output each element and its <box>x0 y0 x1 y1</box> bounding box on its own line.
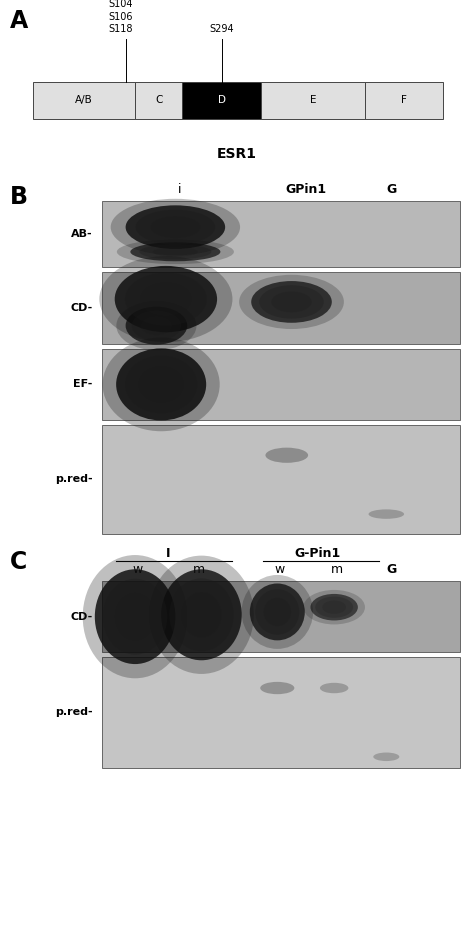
Ellipse shape <box>125 272 207 325</box>
Text: A/B: A/B <box>75 96 93 105</box>
Text: GPin1: GPin1 <box>285 183 326 196</box>
Text: C: C <box>155 96 163 105</box>
Ellipse shape <box>102 337 220 431</box>
Ellipse shape <box>264 598 291 627</box>
Ellipse shape <box>95 569 175 665</box>
Ellipse shape <box>126 206 225 249</box>
Ellipse shape <box>136 210 215 245</box>
Bar <box>182 82 261 118</box>
Text: S104
S106
S118: S104 S106 S118 <box>109 0 133 34</box>
Ellipse shape <box>82 556 187 679</box>
Ellipse shape <box>169 578 234 651</box>
Ellipse shape <box>151 216 200 238</box>
Ellipse shape <box>110 199 240 256</box>
Ellipse shape <box>149 556 254 674</box>
Ellipse shape <box>140 283 191 316</box>
Ellipse shape <box>181 592 221 638</box>
Text: G: G <box>386 183 396 196</box>
Bar <box>135 82 182 118</box>
Ellipse shape <box>260 682 294 694</box>
Ellipse shape <box>242 574 313 649</box>
Ellipse shape <box>271 291 311 312</box>
Ellipse shape <box>161 569 242 661</box>
Ellipse shape <box>139 245 211 260</box>
Bar <box>102 272 460 344</box>
Ellipse shape <box>130 243 220 262</box>
Ellipse shape <box>115 593 155 641</box>
Text: B: B <box>9 185 27 209</box>
Text: AB-: AB- <box>71 229 92 239</box>
Text: m: m <box>193 563 205 576</box>
Ellipse shape <box>126 306 187 344</box>
Text: S294: S294 <box>210 24 234 34</box>
Text: i: i <box>178 183 182 196</box>
Ellipse shape <box>373 753 399 761</box>
Text: EF-: EF- <box>73 379 92 390</box>
Ellipse shape <box>239 275 344 329</box>
Bar <box>261 82 365 118</box>
Bar <box>33 82 135 118</box>
Ellipse shape <box>369 509 404 519</box>
Ellipse shape <box>141 316 172 335</box>
Text: CD-: CD- <box>70 303 92 313</box>
Ellipse shape <box>315 596 353 618</box>
Text: G-Pin1: G-Pin1 <box>294 547 341 560</box>
Bar <box>102 581 460 652</box>
Ellipse shape <box>320 683 348 693</box>
Ellipse shape <box>125 356 197 413</box>
Text: E: E <box>310 96 316 105</box>
Bar <box>102 425 460 534</box>
Text: w: w <box>274 563 285 576</box>
Text: m: m <box>330 563 343 576</box>
Ellipse shape <box>100 256 232 342</box>
Text: D: D <box>218 96 226 105</box>
Ellipse shape <box>115 265 217 332</box>
Ellipse shape <box>117 301 196 350</box>
Ellipse shape <box>153 247 198 257</box>
Ellipse shape <box>310 593 358 621</box>
Ellipse shape <box>322 601 346 614</box>
Text: p.red-: p.red- <box>55 474 92 484</box>
Ellipse shape <box>303 590 365 625</box>
Ellipse shape <box>103 578 167 655</box>
Text: A: A <box>9 9 28 33</box>
Ellipse shape <box>139 367 184 402</box>
Ellipse shape <box>132 310 181 340</box>
Ellipse shape <box>259 285 324 319</box>
Text: ESR1: ESR1 <box>217 147 257 161</box>
Ellipse shape <box>265 447 308 463</box>
Text: w: w <box>132 563 143 576</box>
Ellipse shape <box>250 584 305 641</box>
Text: CD-: CD- <box>70 611 92 622</box>
Text: C: C <box>9 550 27 574</box>
Text: F: F <box>401 96 407 105</box>
Text: I: I <box>166 547 171 560</box>
Bar <box>102 201 460 267</box>
Bar <box>365 82 443 118</box>
Ellipse shape <box>255 590 299 635</box>
Text: p.red-: p.red- <box>55 707 92 718</box>
Ellipse shape <box>117 240 234 264</box>
Bar <box>102 349 460 420</box>
Bar <box>102 657 460 768</box>
Ellipse shape <box>251 281 332 322</box>
Text: G: G <box>386 563 396 576</box>
Ellipse shape <box>116 349 206 421</box>
